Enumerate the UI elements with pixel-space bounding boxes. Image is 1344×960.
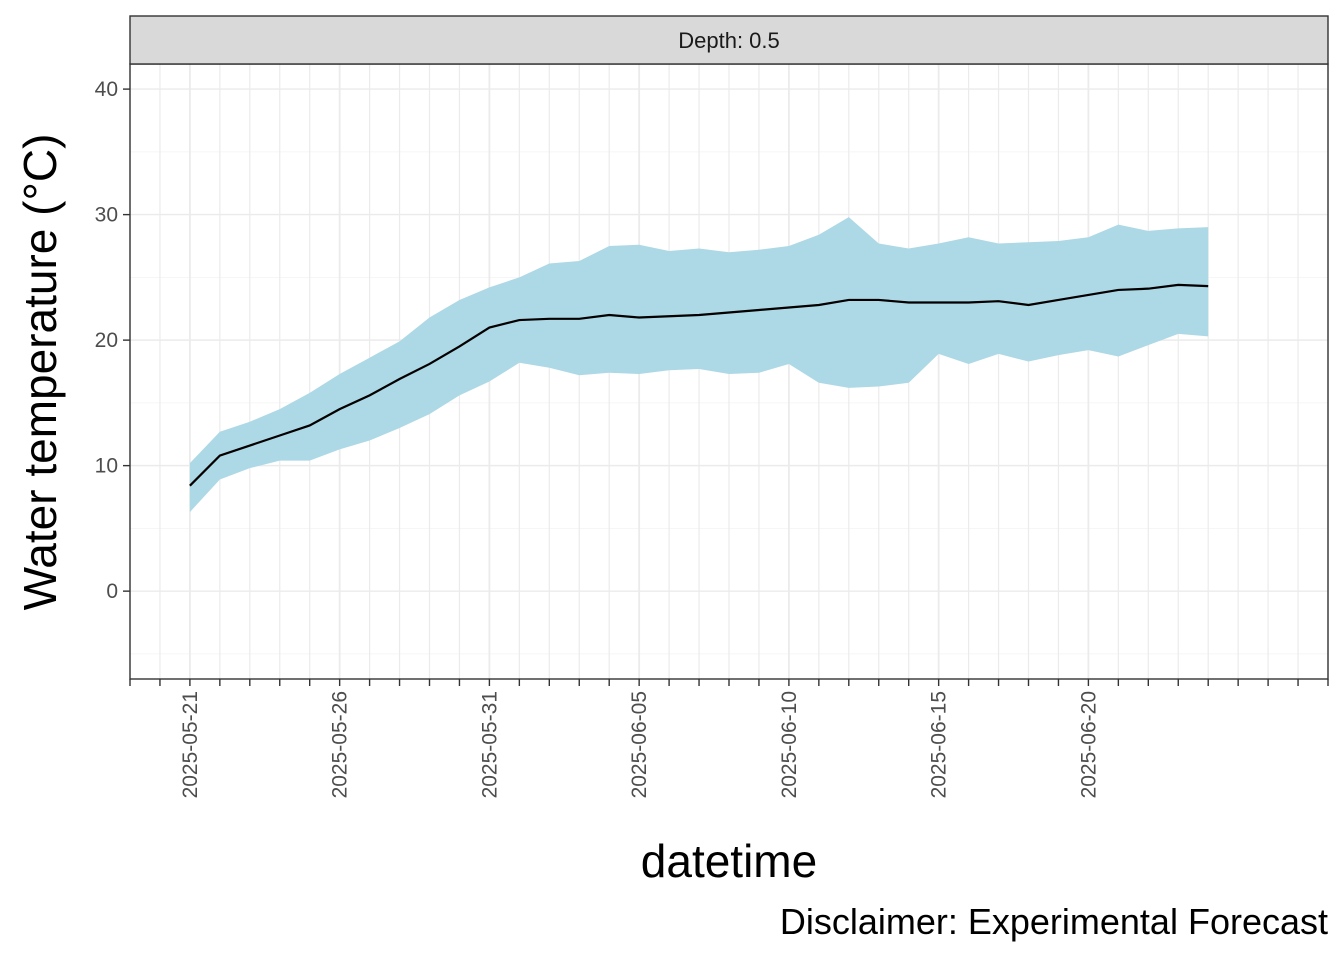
x-tick-label: 2025-06-10 [778,691,801,798]
x-tick-label: 2025-06-05 [628,691,651,798]
confidence-ribbon [189,217,1209,513]
y-axis: 0 10 20 30 40 [95,78,130,603]
y-tick-label: 0 [106,580,118,603]
facet-strip-label: Depth: 0.5 [678,28,780,53]
y-tick-label: 40 [95,78,118,101]
y-tick-label: 30 [95,204,118,227]
y-tick-label: 10 [95,455,118,478]
x-tick-label: 2025-05-21 [179,691,202,798]
x-axis: 2025-05-21 2025-05-26 2025-05-31 2025-06-05… [129,679,1329,798]
x-tick-label: 2025-05-26 [329,691,352,798]
x-axis-title: datetime [641,835,817,887]
facet-strip [129,15,1329,65]
x-tick-label: 2025-06-20 [1077,691,1100,798]
mean-forecast-line [189,283,1209,487]
y-axis-title: Water temperature (°C) [14,134,66,611]
y-tick-label: 20 [95,329,118,352]
x-tick-label: 2025-06-15 [928,691,951,798]
x-tick-label: 2025-05-31 [478,691,501,798]
disclaimer-caption: Disclaimer: Experimental Forecast [780,901,1328,942]
